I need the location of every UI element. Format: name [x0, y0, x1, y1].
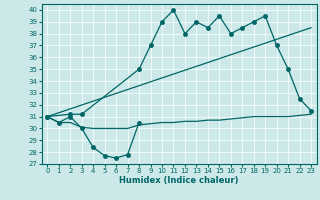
X-axis label: Humidex (Indice chaleur): Humidex (Indice chaleur)	[119, 176, 239, 185]
